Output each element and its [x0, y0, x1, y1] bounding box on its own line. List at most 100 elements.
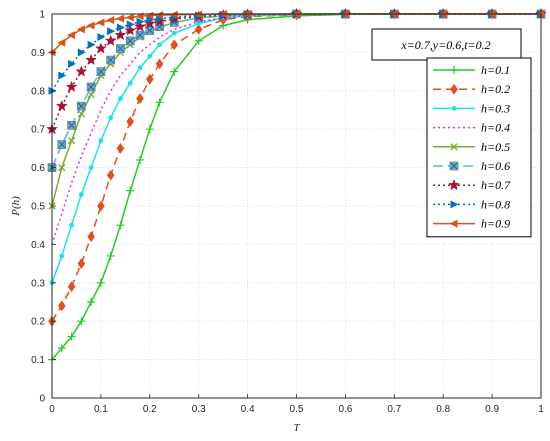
data-point-detail [68, 122, 75, 129]
data-point-detail [97, 68, 105, 75]
data-point [96, 18, 105, 27]
y-tick-label: 0.3 [31, 278, 45, 289]
x-tick-label: 0.9 [485, 404, 499, 415]
data-point-detail [450, 162, 458, 170]
data-point [98, 138, 104, 144]
data-point [97, 200, 105, 212]
data-point [88, 165, 94, 171]
axes: 0 0.1 0.2 0.3 0.4 0.5 0.6 0.7 0.8 0.9 1 0 0.1 0.2 0.3 0… [31, 10, 544, 416]
x-tick-label: 0.8 [436, 404, 450, 415]
y-tick-label: 0 [39, 394, 45, 405]
data-point [58, 71, 67, 80]
data-point [450, 83, 458, 95]
legend-label: h=0.7 [481, 178, 511, 192]
data-point-detail [126, 37, 134, 45]
data-point [126, 116, 135, 127]
y-tick-label: 0.5 [31, 202, 45, 213]
data-point [116, 143, 125, 154]
data-point [448, 178, 460, 191]
x-tick-label: 0.1 [94, 404, 108, 415]
data-point [143, 17, 156, 29]
data-point [58, 163, 66, 172]
x-tick-label: 0.2 [143, 404, 157, 415]
data-point [194, 23, 203, 35]
data-point [126, 186, 135, 195]
data-point [78, 192, 84, 197]
x-tick-label: 0 [49, 404, 55, 415]
data-point [85, 53, 98, 66]
legend-label: h=0.6 [481, 159, 510, 173]
data-point [65, 80, 78, 92]
data-point [134, 20, 146, 32]
data-point [76, 25, 85, 34]
legend-label: h=0.4 [481, 121, 510, 135]
y-tick-label: 0.7 [31, 125, 45, 136]
data-point [69, 222, 74, 228]
data-point-detail [107, 56, 115, 64]
y-tick-label: 0.1 [31, 355, 45, 366]
x-tick-label: 0.4 [241, 404, 255, 415]
data-point [116, 23, 125, 32]
data-point [449, 219, 458, 228]
data-point [68, 59, 77, 68]
data-point [157, 42, 162, 48]
data-point [125, 13, 134, 22]
data-point [451, 106, 457, 111]
data-point [170, 67, 179, 76]
data-point-detail [117, 45, 124, 52]
data-point [106, 251, 115, 260]
data-point [67, 31, 76, 40]
data-point [75, 65, 88, 77]
data-point [104, 34, 117, 46]
legend-label: h=0.5 [481, 140, 510, 154]
legend-label: h=0.9 [481, 217, 510, 231]
x-tick-label: 1 [538, 404, 544, 415]
data-point [77, 317, 86, 326]
data-point [57, 344, 66, 353]
data-point [94, 42, 107, 54]
data-point [450, 200, 459, 209]
annotation-box: x=0.7,y=0.6,t=0.2 [371, 28, 522, 61]
data-point [67, 281, 76, 293]
data-point [55, 99, 68, 112]
data-point [170, 39, 179, 51]
x-tick-label: 0.6 [338, 404, 352, 415]
data-point [116, 221, 125, 230]
data-point [67, 137, 76, 145]
data-point-detail [87, 83, 95, 91]
data-point [107, 27, 116, 36]
y-tick-label: 1 [39, 10, 45, 21]
data-point [114, 28, 127, 41]
y-tick-label: 0.8 [31, 86, 45, 97]
data-point [115, 14, 124, 23]
legend-label: h=0.3 [481, 101, 510, 115]
data-point [124, 24, 137, 36]
legend-label: h=0.1 [481, 63, 510, 77]
data-point [126, 20, 135, 29]
legend-label: h=0.2 [481, 82, 510, 96]
data-point [155, 98, 164, 107]
data-point [155, 11, 164, 20]
data-point [87, 231, 95, 243]
x-tick-label: 0.7 [387, 404, 401, 415]
data-point [106, 16, 115, 25]
data-point-detail [77, 102, 85, 110]
data-point [136, 155, 145, 164]
data-point [145, 125, 154, 134]
data-point [67, 332, 76, 341]
data-point [153, 15, 166, 27]
data-point [86, 21, 95, 30]
x-tick-label: 0.5 [290, 404, 304, 415]
x-tick-label: 0.3 [192, 404, 206, 415]
data-point [87, 298, 96, 306]
data-point [137, 65, 143, 71]
data-point [106, 169, 115, 181]
data-point [108, 115, 114, 121]
legend-label: h=0.8 [481, 197, 510, 211]
data-point [77, 258, 86, 269]
data-point [57, 300, 66, 312]
data-point-detail [136, 31, 144, 39]
y-tick-label: 0.9 [31, 48, 45, 59]
data-point [87, 40, 96, 49]
